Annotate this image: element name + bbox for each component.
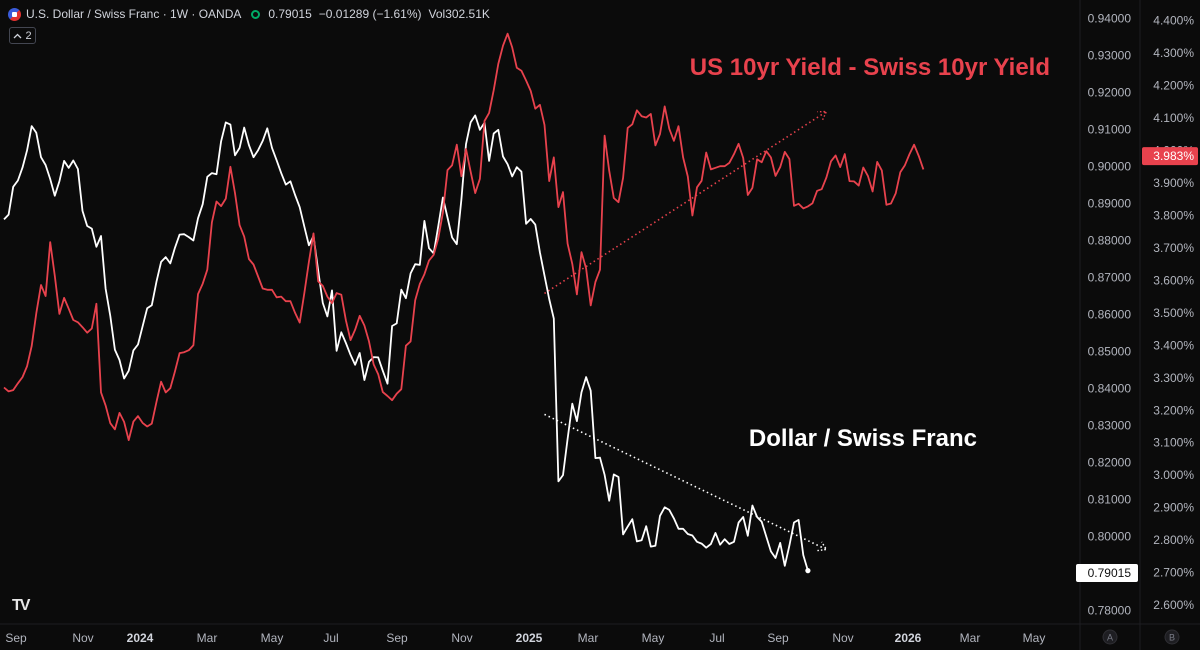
time-axis-tick: Mar	[197, 631, 218, 645]
right-axis-tick: 2.900%	[1153, 501, 1194, 515]
scale-button-a[interactable]	[1102, 629, 1118, 645]
time-axis-tick: Mar	[578, 631, 599, 645]
chevron-up-icon	[13, 33, 22, 38]
scale-button-b[interactable]	[1164, 629, 1180, 645]
time-axis[interactable]: Sep Nov 2024 Mar May Jul Sep Nov 2025 Mar May Jul Se…	[5, 631, 1045, 645]
left-axis-tick: 0.89000	[1088, 197, 1132, 211]
volume-label: Vol	[428, 7, 446, 21]
left-axis-tick: 0.90000	[1088, 160, 1132, 174]
series-lines	[3, 32, 925, 574]
annotations: US 10yr Yield - Swiss 10yr Yield Dollar /…	[690, 54, 1050, 452]
right-axis-tick: 3.700%	[1153, 241, 1194, 255]
indicator-count: 2	[25, 29, 32, 42]
time-axis-tick: 2024	[127, 631, 154, 645]
right-axis-tick: 4.200%	[1153, 79, 1194, 93]
time-axis-tick: Nov	[451, 631, 472, 645]
time-axis-tick: Sep	[386, 631, 408, 645]
left-axis-tick: 0.78000	[1088, 604, 1132, 618]
trendline-arrow-spread-uptrend	[817, 110, 828, 121]
usd-chf-flag-icon	[8, 7, 21, 21]
symbol-title[interactable]: U.S. Dollar / Swiss Franc · 1W · OANDA	[26, 7, 242, 21]
right-axis-tick: 3.000%	[1153, 468, 1194, 482]
time-axis-tick: Nov	[832, 631, 853, 645]
right-axis-tick: 4.400%	[1153, 14, 1194, 28]
trendlines	[544, 110, 828, 552]
trendline-arrow-usdchf-downtrend	[817, 541, 828, 552]
usdchf-annotation: Dollar / Swiss Franc	[749, 425, 977, 452]
left-axis-tick: 0.80000	[1088, 530, 1132, 544]
time-axis-tick: 2026	[895, 631, 922, 645]
chart-header: U.S. Dollar / Swiss Franc · 1W · OANDA 0…	[8, 5, 490, 23]
yield-spread-series-line	[3, 32, 925, 442]
right-axis-tick: 4.300%	[1153, 46, 1194, 60]
last-price: 0.79015	[268, 7, 312, 21]
time-axis-tick: Jul	[709, 631, 724, 645]
left-axis-tick: 0.83000	[1088, 419, 1132, 433]
scale-button-label: A	[1107, 633, 1113, 643]
left-axis-tick: 0.82000	[1088, 456, 1132, 470]
left-axis-tick: 0.85000	[1088, 345, 1132, 359]
yield-spread-annotation: US 10yr Yield - Swiss 10yr Yield	[690, 54, 1050, 81]
time-axis-tick: Jul	[323, 631, 338, 645]
right-axis-tick: 2.600%	[1153, 598, 1194, 612]
last-value-badges: 0.79015 3.983%	[1076, 147, 1198, 582]
trendline-spread-uptrend	[544, 110, 827, 295]
right-axis-tick: 3.100%	[1153, 436, 1194, 450]
left-axis-tick: 0.87000	[1088, 271, 1132, 285]
left-axis-tick: 0.81000	[1088, 493, 1132, 507]
left-axis-tick: 0.84000	[1088, 382, 1132, 396]
time-axis-tick: May	[642, 631, 665, 645]
right-axis-tick: 3.200%	[1153, 403, 1194, 417]
time-axis-tick: 2025	[516, 631, 543, 645]
usdchf-price-badge-text: 0.79015	[1088, 566, 1132, 580]
right-axis-tick: 3.500%	[1153, 306, 1194, 320]
usdchf-series-line	[3, 114, 809, 571]
left-axis-tick: 0.86000	[1088, 308, 1132, 322]
indicators-toggle-button[interactable]: 2	[9, 27, 36, 44]
market-status-icon	[251, 9, 261, 19]
right-axis-tick: 4.100%	[1153, 111, 1194, 125]
usdchf-price-badge	[1076, 564, 1138, 582]
time-axis-tick: Sep	[767, 631, 789, 645]
time-axis-tick: Sep	[5, 631, 27, 645]
volume-value: 302.51K	[445, 7, 490, 21]
left-axis-tick: 0.88000	[1088, 234, 1132, 248]
right-axis-tick: 2.700%	[1153, 566, 1194, 580]
left-axis-tick: 0.91000	[1088, 122, 1132, 136]
right-axis-tick: 3.900%	[1153, 176, 1194, 190]
yield-spread-badge	[1142, 147, 1198, 166]
scale-button-label: B	[1169, 633, 1175, 643]
time-axis-tick: Mar	[960, 631, 981, 645]
time-axis-tick: May	[261, 631, 284, 645]
right-axis-tick: 3.400%	[1153, 338, 1194, 352]
left-axis-tick: 0.94000	[1088, 11, 1132, 25]
price-change: −0.01289 (−1.61%)	[318, 7, 422, 21]
right-axis-tick: 2.800%	[1153, 533, 1194, 547]
right-axis-tick: 3.800%	[1153, 209, 1194, 223]
time-axis-tick: Nov	[72, 631, 93, 645]
usdchf-last-point	[805, 568, 811, 574]
right-axis-tick: 3.600%	[1153, 273, 1194, 287]
tradingview-logo[interactable]: TV	[12, 597, 31, 614]
time-axis-tick: May	[1023, 631, 1046, 645]
yield-spread-badge-text: 3.983%	[1153, 149, 1194, 163]
left-axis-tick: 0.92000	[1088, 85, 1132, 99]
left-axis-tick: 0.93000	[1088, 48, 1132, 62]
right-axis-tick: 3.300%	[1153, 371, 1194, 385]
